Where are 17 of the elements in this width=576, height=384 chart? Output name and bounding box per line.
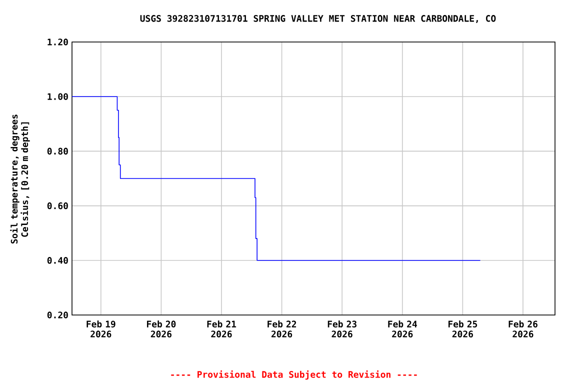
x-tick-label: Feb 22 2026 bbox=[268, 320, 296, 338]
y-tick-label: 0.40 bbox=[47, 257, 68, 264]
y-tick-label: 1.20 bbox=[48, 38, 68, 46]
x-tick-label: Feb 19 2026 bbox=[86, 320, 116, 338]
y-tick-label: 0.80 bbox=[47, 148, 68, 155]
x-tick-label: Feb 24 2026 bbox=[388, 320, 417, 338]
y-tick-label: 0.20 bbox=[47, 312, 68, 318]
chart-title: USGS 392823107131701 SPRING VALLEY MET STATION NEAR CARBONDALE, CO bbox=[140, 15, 496, 23]
x-tick-label: Feb 21 2026 bbox=[207, 320, 236, 338]
text: ---- Provisional Data Subject to Revision ---- bbox=[171, 370, 417, 380]
y-tick-label: 0.60 bbox=[47, 202, 68, 210]
x-tick-label: Feb 25 2026 bbox=[448, 320, 478, 338]
x-tick-label: Feb 23 2026 bbox=[328, 320, 356, 338]
y-axis-title: Soil temperature, degrees Celsius, [0.20 m depth] bbox=[10, 114, 30, 244]
x-tick-label: Feb 26 2026 bbox=[508, 320, 538, 338]
x-tick-label: Feb 20 2026 bbox=[146, 320, 176, 338]
y-tick-label: 1.00 bbox=[48, 93, 68, 100]
